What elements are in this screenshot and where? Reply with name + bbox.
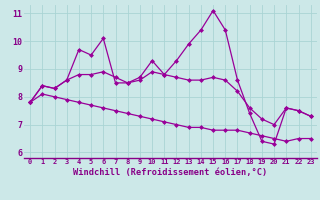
X-axis label: Windchill (Refroidissement éolien,°C): Windchill (Refroidissement éolien,°C) — [73, 168, 268, 177]
